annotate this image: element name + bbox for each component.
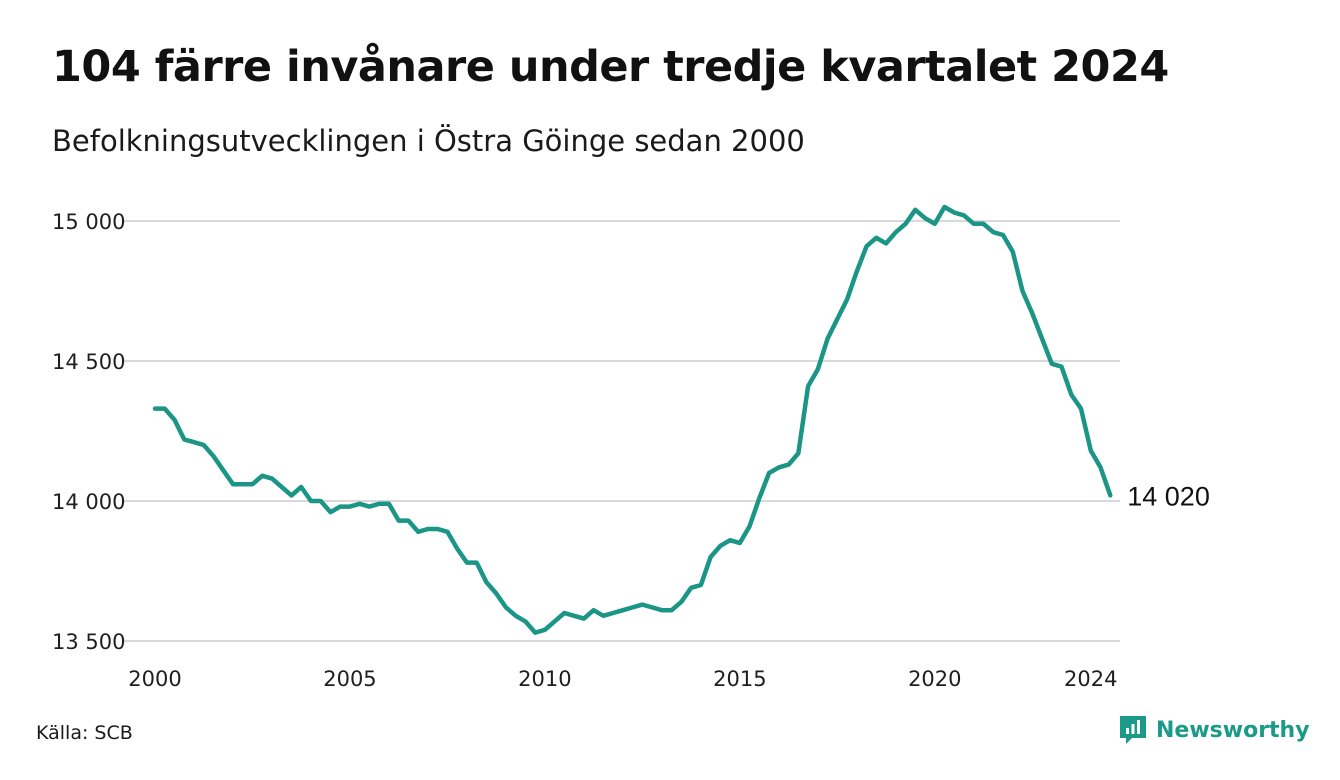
x-tick-label: 2000 [128,667,181,691]
x-tick-label: 2020 [908,667,961,691]
line-chart: 15 000 14 500 14 000 13 500 2000 2005 2010 201… [52,204,1210,691]
chart-subtitle: Befolkningsutvecklingen i Östra Göinge s… [52,124,805,158]
brand-logo: Newsworthy [1118,714,1310,746]
grid-lines [122,220,1120,642]
x-tick-label: 2024 [1064,667,1117,691]
y-axis-ticks: 15 000 14 500 14 000 13 500 [52,210,125,654]
x-tick-label: 2010 [518,667,571,691]
x-axis-ticks: 2000 2005 2010 2015 2020 2024 [128,667,1117,691]
y-tick-label: 14 500 [52,350,125,374]
y-tick-label: 13 500 [52,630,125,654]
series-line [152,204,1113,635]
brand-name: Newsworthy [1156,717,1310,743]
newsworthy-logo-icon [1120,716,1146,744]
x-tick-label: 2005 [323,667,376,691]
source-note: Källa: SCB [36,722,133,744]
y-tick-label: 14 000 [52,490,125,514]
end-value-label: 14 020 [1127,481,1210,511]
y-tick-label: 15 000 [52,210,125,234]
x-tick-label: 2015 [713,667,766,691]
chart-title: 104 färre invånare under tredje kvartale… [52,42,1169,92]
series-group [152,204,1113,635]
